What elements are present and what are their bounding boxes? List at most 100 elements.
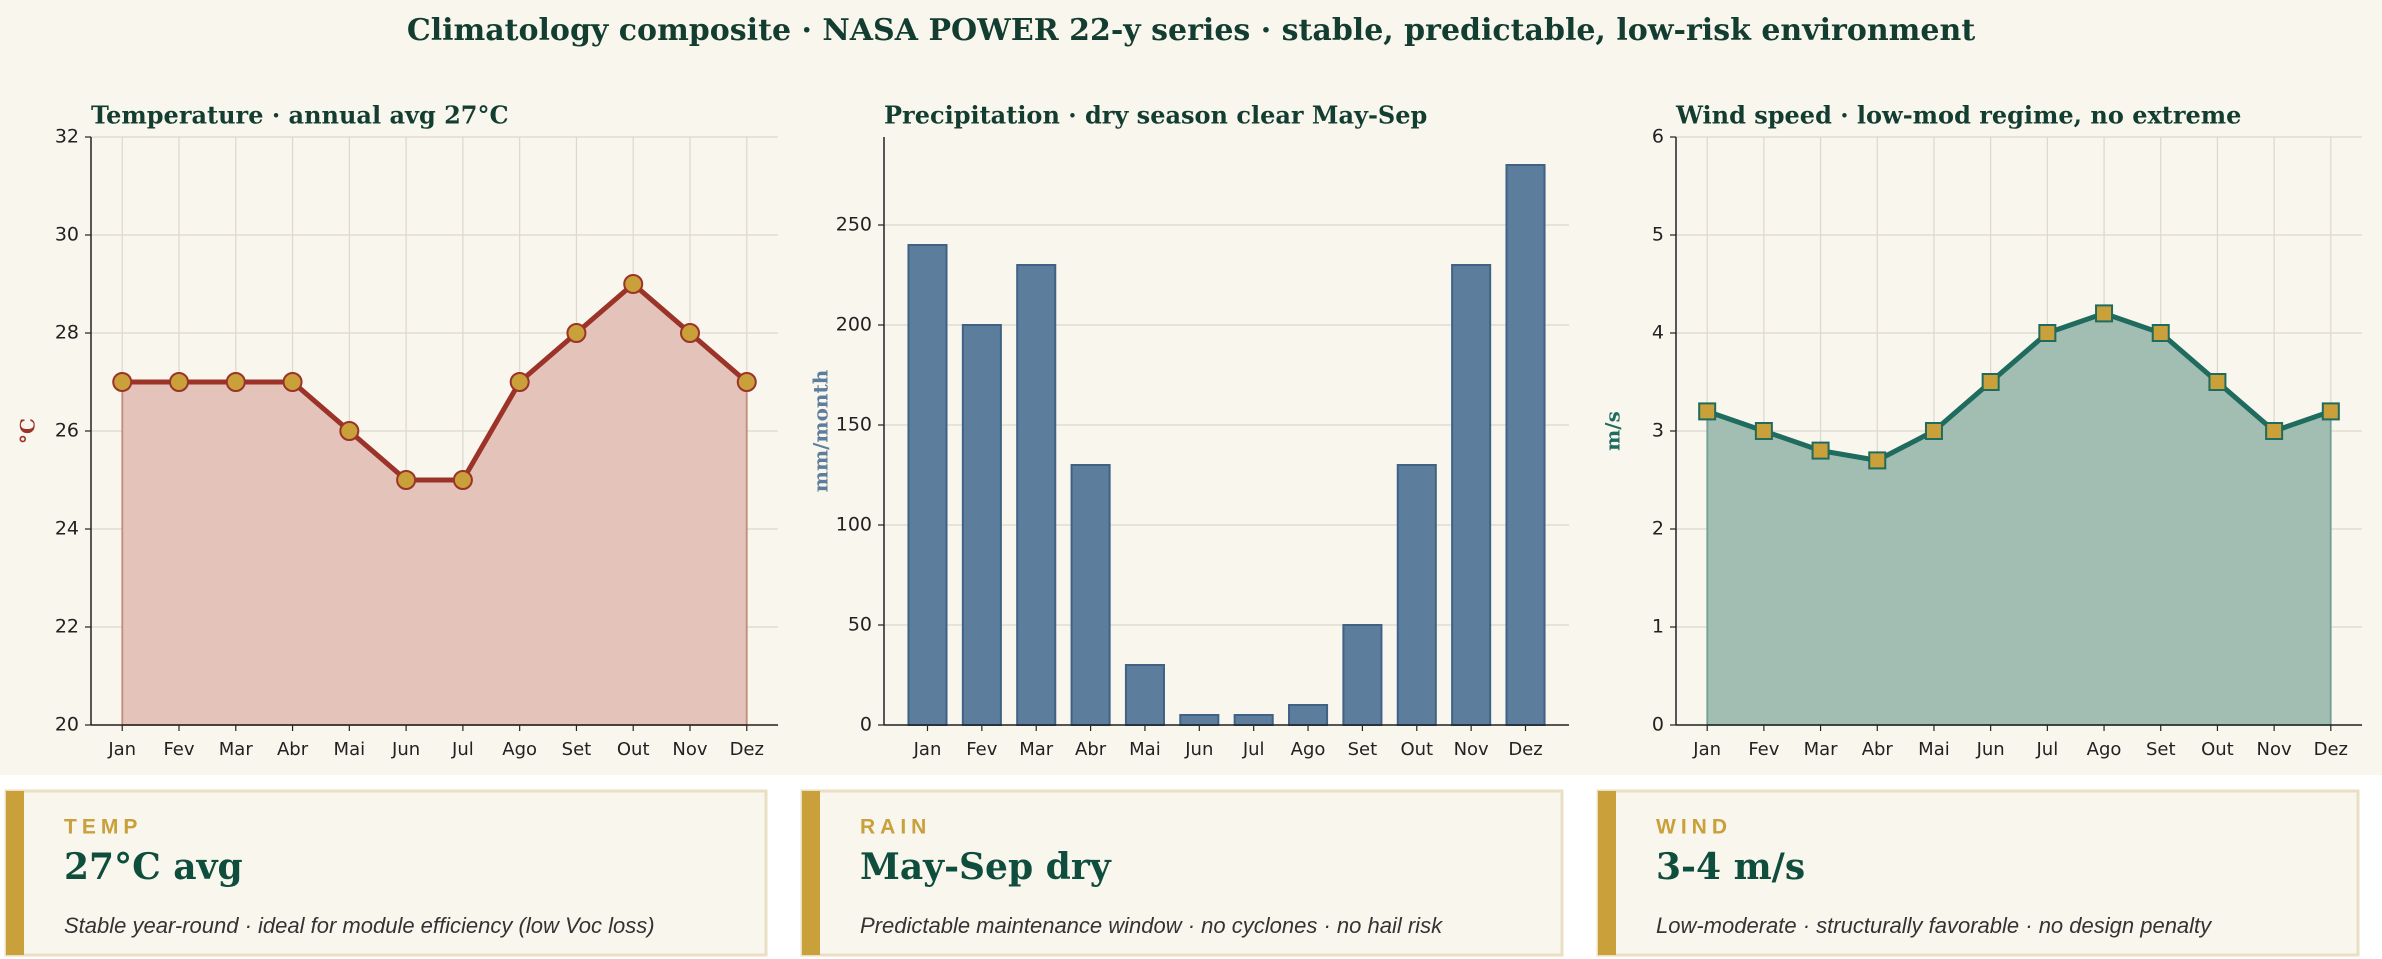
y-tick-label: 30 [55, 224, 79, 246]
subplot-title: Wind speed · low-mod regime, no extreme [1675, 101, 2241, 130]
card-headline: 3-4 m/s [1656, 846, 1805, 888]
x-tick-label: Nov [672, 739, 707, 760]
marker [2038, 324, 2057, 342]
marker [339, 421, 360, 441]
card-label: WIND [1656, 816, 1732, 839]
marker [452, 470, 473, 490]
x-tick-label: Jul [1242, 739, 1265, 760]
suptitle: Climatology composite · NASA POWER 22-y … [407, 13, 1976, 48]
y-tick-label: 250 [836, 214, 872, 236]
x-tick-label: Abr [277, 739, 309, 760]
x-tick-label: Fev [1748, 739, 1779, 760]
y-tick-label: 5 [1652, 224, 1664, 246]
y-tick-label: 100 [836, 514, 872, 536]
marker [566, 323, 587, 343]
card-label: RAIN [860, 816, 931, 839]
x-tick-label: Jan [913, 739, 942, 760]
y-tick-label: 150 [836, 414, 872, 436]
y-tick-label: 24 [55, 518, 79, 540]
marker [679, 323, 700, 343]
card-label: TEMP [64, 816, 142, 839]
y-tick-label: 0 [1652, 714, 1664, 736]
x-tick-label: Nov [2257, 739, 2292, 760]
x-tick-label: Fev [163, 739, 194, 760]
card-text: Low-moderate · structurally favorable · … [1656, 913, 2213, 938]
line [1706, 310, 2332, 463]
bar [1124, 664, 1165, 726]
marker [623, 274, 644, 294]
x-tick-label: Ago [2087, 739, 2122, 760]
y-axis-label: m/s [1601, 411, 1625, 451]
x-tick-label: Ago [1291, 739, 1326, 760]
x-tick-label: Jan [1692, 739, 1721, 760]
bar [1288, 704, 1329, 726]
marker [1868, 451, 1887, 470]
marker [112, 372, 133, 392]
x-tick-label: Jun [1976, 739, 2005, 760]
card-text: Predictable maintenance window · no cycl… [860, 913, 1443, 938]
subplot-title: Precipitation · dry season clear May-Sep [884, 101, 1427, 130]
card-headline: May-Sep dry [860, 846, 1112, 888]
y-tick-label: 32 [55, 126, 79, 148]
card [1596, 789, 2360, 957]
bar [1451, 264, 1492, 726]
y-tick-label: 22 [55, 616, 79, 638]
marker [2151, 324, 2170, 342]
y-axis-label: °C [16, 418, 40, 444]
y-tick-label: 26 [55, 420, 79, 442]
y-tick-label: 1 [1652, 616, 1664, 638]
bar [907, 244, 948, 726]
x-tick-label: Dez [2314, 739, 2348, 760]
x-tick-label: Jun [391, 739, 420, 760]
marker [169, 372, 190, 392]
x-tick-label: Set [2146, 739, 2176, 760]
bar [1233, 714, 1274, 726]
card-text: Stable year-round · ideal for module eff… [64, 913, 655, 938]
card-headline: 27°C avg [64, 846, 243, 888]
x-tick-label: Fev [966, 739, 997, 760]
marker [225, 372, 246, 392]
x-tick-label: Abr [1862, 739, 1894, 760]
x-tick-label: Mar [1019, 739, 1054, 760]
x-tick-label: Mai [1129, 739, 1161, 760]
marker [1754, 422, 1773, 440]
y-tick-label: 4 [1652, 322, 1664, 344]
x-tick-label: Mar [1804, 739, 1839, 760]
y-axis-label: mm/month [809, 369, 833, 492]
bar [1505, 164, 1546, 726]
x-tick-label: Mai [1918, 739, 1950, 760]
x-tick-label: Set [1348, 739, 1378, 760]
x-tick-label: Jan [107, 739, 136, 760]
marker [2208, 373, 2227, 391]
marker [1811, 441, 1830, 460]
x-tick-label: Mar [219, 739, 254, 760]
marker [1981, 373, 2000, 391]
y-tick-label: 28 [55, 322, 79, 344]
subplot-title: Temperature · annual avg 27°C [91, 101, 509, 130]
marker [2095, 304, 2114, 323]
marker [509, 372, 530, 392]
x-tick-label: Abr [1075, 739, 1107, 760]
marker [396, 470, 417, 490]
marker [1924, 422, 1943, 440]
marker [1698, 402, 1717, 421]
marker [2321, 402, 2340, 421]
y-tick-label: 0 [860, 714, 872, 736]
bar [1070, 464, 1111, 726]
y-tick-label: 20 [55, 714, 79, 736]
x-tick-label: Jul [451, 739, 474, 760]
y-tick-label: 200 [836, 314, 872, 336]
card-accent [6, 791, 24, 955]
bar [1342, 624, 1383, 726]
x-tick-label: Mai [334, 739, 366, 760]
card-accent [802, 791, 820, 955]
marker [2265, 422, 2284, 440]
marker [282, 372, 303, 392]
marker [736, 372, 757, 392]
x-tick-label: Dez [730, 739, 764, 760]
x-tick-label: Out [1400, 739, 1433, 760]
x-tick-label: Set [562, 739, 592, 760]
y-tick-label: 6 [1652, 126, 1664, 148]
y-tick-label: 2 [1652, 518, 1664, 540]
